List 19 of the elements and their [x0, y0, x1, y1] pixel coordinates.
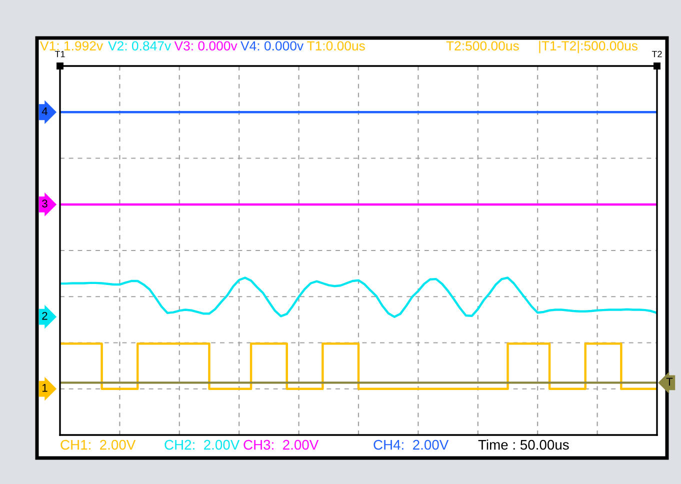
- text: Time : 50.00us: [478, 440, 569, 450]
- text: T1:0.00us: [307, 41, 365, 51]
- series-label: 3: [42, 200, 48, 208]
- text: V1: 1.992v: [40, 41, 104, 51]
- text: V4: 0.000v: [240, 41, 304, 51]
- text: CH3: 2.00V: [244, 440, 319, 450]
- text: T2:500.00us: [446, 41, 519, 51]
- text: 2: [42, 312, 48, 320]
- text: T2: [652, 50, 662, 58]
- text: CH2: 2.00V: [164, 440, 240, 450]
- text: |T1-T2|:500.00us: [539, 40, 638, 54]
- text: V2: 0.847v: [108, 41, 172, 51]
- text: CH1: 2.00V: [60, 440, 136, 450]
- text: 1: [42, 384, 48, 392]
- series-label: 4: [42, 107, 48, 115]
- text: V3: 0.000v: [174, 41, 238, 51]
- text: CH4: 2.00V: [374, 440, 449, 450]
- text: T1: [54, 50, 65, 58]
- ref-line-label: T: [666, 378, 673, 386]
